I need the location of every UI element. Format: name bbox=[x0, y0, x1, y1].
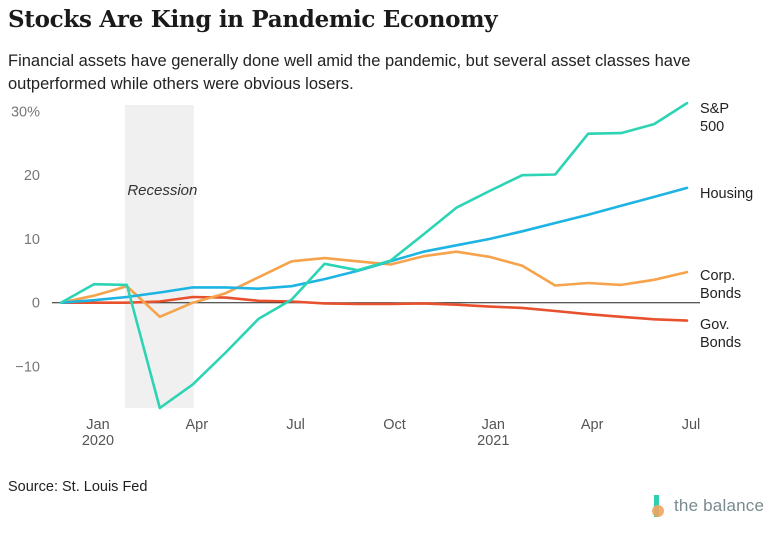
series-line-s-p-500 bbox=[59, 101, 689, 410]
chart-title: Stocks Are King in Pandemic Economy bbox=[8, 6, 498, 33]
series-line-gov-bonds bbox=[59, 295, 689, 322]
x-tick-label: Jul bbox=[682, 417, 701, 433]
x-tick-label: Oct bbox=[383, 417, 406, 433]
series-label-housing: Housing bbox=[700, 186, 753, 202]
x-tick-year-label: 2020 bbox=[82, 433, 114, 449]
series-line-corp-bonds bbox=[59, 250, 689, 319]
recession-label: Recession bbox=[127, 182, 197, 199]
series-label-s-p-500: S&P 500 bbox=[700, 101, 729, 135]
source-note: Source: St. Louis Fed bbox=[8, 479, 148, 495]
x-tick-label: Apr bbox=[581, 417, 604, 433]
x-tick-label: Jul bbox=[286, 417, 305, 433]
y-tick-label: 10 bbox=[24, 232, 40, 248]
x-tick-label: Apr bbox=[186, 417, 209, 433]
brand-logo[interactable]: the balance bbox=[652, 493, 764, 519]
recession-band bbox=[124, 105, 194, 408]
x-tick-label: Jan bbox=[482, 417, 505, 433]
brand-name: the balance bbox=[674, 496, 765, 515]
series-label-gov-bonds: Gov. Bonds bbox=[700, 317, 741, 351]
y-tick-label: −10 bbox=[15, 360, 40, 376]
x-tick-year-label: 2021 bbox=[477, 433, 509, 449]
the-balance-logo-icon bbox=[652, 493, 668, 519]
chart-subtitle: Financial assets have generally done wel… bbox=[8, 52, 691, 93]
y-tick-label: 30% bbox=[11, 104, 40, 120]
y-tick-label: 0 bbox=[32, 296, 40, 312]
y-tick-label: 20 bbox=[24, 168, 40, 184]
x-tick-label: Jan bbox=[86, 417, 109, 433]
series-label-corp-bonds: Corp. Bonds bbox=[700, 268, 741, 302]
